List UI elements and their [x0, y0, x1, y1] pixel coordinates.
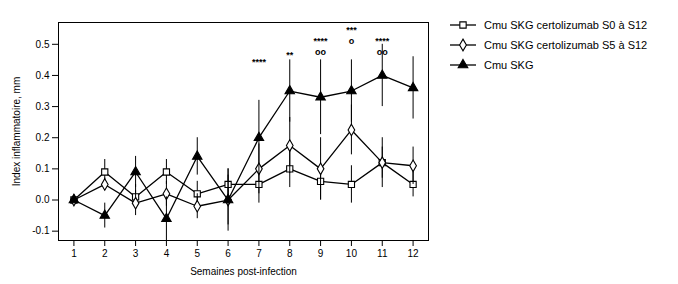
svg-text:****: **** [314, 36, 329, 46]
svg-text:**: ** [286, 50, 294, 60]
svg-text:8: 8 [287, 248, 293, 259]
svg-text:0.0: 0.0 [36, 194, 50, 205]
svg-text:6: 6 [225, 248, 231, 259]
svg-text:0.2: 0.2 [36, 132, 50, 143]
svg-text:10: 10 [346, 248, 358, 259]
svg-text:***: *** [346, 25, 357, 35]
svg-text:-0.1: -0.1 [32, 225, 50, 236]
html-text:Cmu SKG certolizumab S5 à S12: Cmu SKG certolizumab S5 à S12 [484, 39, 648, 51]
svg-text:****: **** [375, 36, 390, 46]
svg-text:0.4: 0.4 [36, 70, 50, 81]
svg-text:9: 9 [318, 248, 324, 259]
html-text:Cmu SKG certolizumab S0 à S12: Cmu SKG certolizumab S0 à S12 [484, 19, 648, 31]
svg-text:0.1: 0.1 [36, 163, 50, 174]
svg-text:2: 2 [102, 248, 108, 259]
svg-text:o: o [349, 36, 355, 46]
svg-text:Index inflammatoire, mm: Index inflammatoire, mm [11, 77, 22, 186]
svg-text:oo: oo [377, 47, 388, 57]
html-text:Cmu SKG: Cmu SKG [484, 59, 534, 71]
svg-text:0.5: 0.5 [36, 39, 50, 50]
svg-text:1: 1 [71, 248, 77, 259]
svg-text:5: 5 [194, 248, 200, 259]
svg-text:3: 3 [133, 248, 139, 259]
svg-text:11: 11 [377, 248, 388, 259]
svg-text:12: 12 [408, 248, 420, 259]
svg-text:4: 4 [164, 248, 170, 259]
svg-text:****: **** [252, 57, 267, 67]
svg-text:oo: oo [315, 47, 326, 57]
svg-text:7: 7 [256, 248, 262, 259]
svg-text:Semaines post-infection: Semaines post-infection [190, 266, 297, 277]
svg-text:0.3: 0.3 [36, 101, 50, 112]
